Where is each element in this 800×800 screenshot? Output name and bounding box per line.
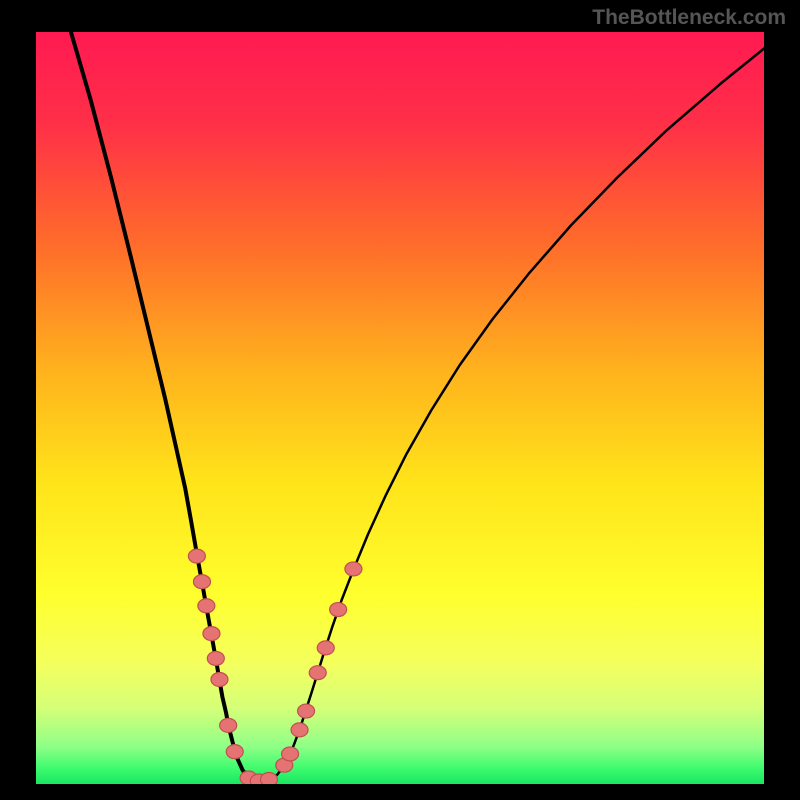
- marker-layer: [188, 549, 362, 784]
- marker-dot: [207, 651, 224, 665]
- marker-dot: [309, 666, 326, 680]
- marker-dot: [198, 599, 215, 613]
- right-curve: [259, 49, 764, 782]
- marker-dot: [188, 549, 205, 563]
- marker-dot: [220, 718, 237, 732]
- marker-dot: [193, 575, 210, 589]
- left-curve: [71, 32, 259, 782]
- chart-svg: [36, 32, 764, 784]
- marker-dot: [260, 772, 277, 784]
- marker-dot: [203, 627, 220, 641]
- marker-dot: [330, 603, 347, 617]
- marker-dot: [211, 672, 228, 686]
- marker-dot: [317, 641, 334, 655]
- marker-dot: [291, 723, 308, 737]
- plot-area: [36, 32, 764, 784]
- marker-dot: [282, 747, 299, 761]
- marker-dot: [226, 745, 243, 759]
- marker-dot: [345, 562, 362, 576]
- marker-dot: [298, 704, 315, 718]
- watermark-text: TheBottleneck.com: [592, 6, 786, 30]
